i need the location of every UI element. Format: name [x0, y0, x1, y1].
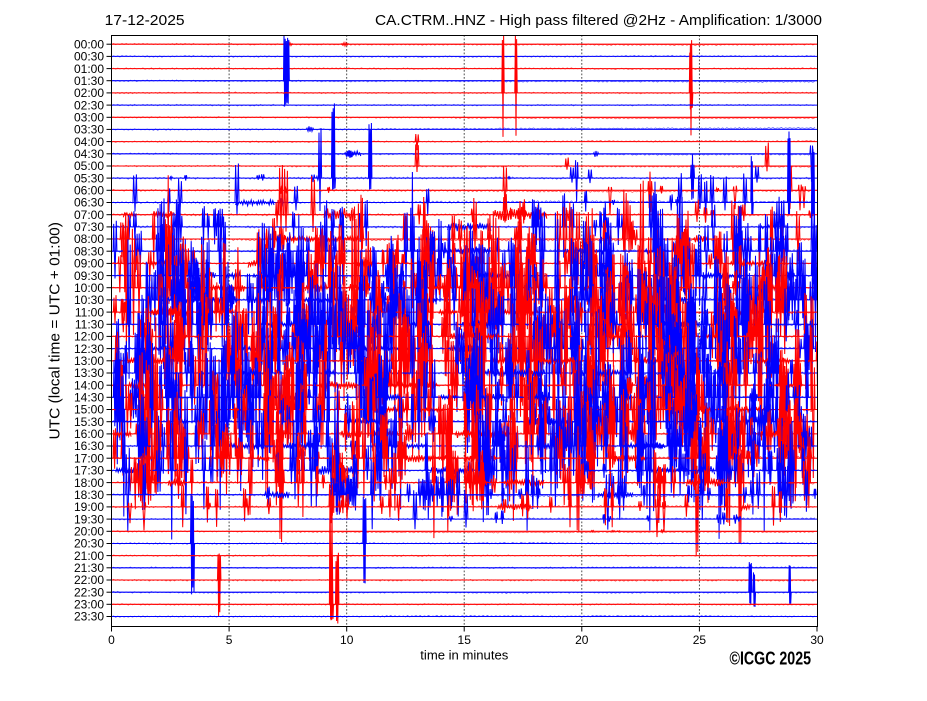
svg-text:©ICGC 2025: ©ICGC 2025	[730, 649, 812, 669]
svg-text:02:30: 02:30	[74, 98, 104, 112]
svg-text:22:30: 22:30	[74, 585, 104, 599]
svg-text:11:30: 11:30	[75, 318, 104, 332]
svg-text:16:00: 16:00	[74, 427, 104, 441]
svg-text:01:00: 01:00	[74, 62, 104, 76]
svg-text:05:00: 05:00	[74, 159, 104, 173]
svg-text:13:00: 13:00	[74, 354, 104, 368]
svg-text:20:00: 20:00	[74, 525, 104, 539]
svg-text:11:00: 11:00	[75, 305, 104, 319]
svg-text:17:00: 17:00	[74, 451, 104, 465]
svg-text:14:00: 14:00	[74, 378, 104, 392]
svg-text:06:30: 06:30	[74, 196, 104, 210]
svg-text:12:30: 12:30	[74, 342, 104, 356]
svg-text:23:30: 23:30	[74, 610, 104, 624]
svg-text:00:00: 00:00	[74, 37, 104, 51]
svg-text:13:30: 13:30	[74, 366, 104, 380]
svg-text:16:30: 16:30	[74, 439, 104, 453]
svg-text:03:30: 03:30	[74, 123, 104, 137]
svg-text:04:00: 04:00	[74, 135, 104, 149]
svg-text:18:30: 18:30	[74, 488, 104, 502]
svg-text:22:00: 22:00	[74, 573, 104, 587]
svg-text:15:00: 15:00	[74, 403, 104, 417]
svg-text:02:00: 02:00	[74, 86, 104, 100]
svg-text:14:30: 14:30	[74, 391, 104, 405]
svg-text:UTC (local time = UTC + 01:00): UTC (local time = UTC + 01:00)	[48, 222, 64, 440]
svg-text:21:30: 21:30	[74, 561, 104, 575]
svg-text:19:30: 19:30	[74, 512, 104, 526]
svg-text:10: 10	[340, 633, 354, 647]
svg-text:18:00: 18:00	[74, 476, 104, 490]
svg-text:23:00: 23:00	[74, 598, 104, 612]
svg-text:08:30: 08:30	[74, 244, 104, 258]
svg-text:5: 5	[226, 633, 233, 647]
svg-text:04:30: 04:30	[74, 147, 104, 161]
svg-text:09:00: 09:00	[74, 257, 104, 271]
svg-text:19:00: 19:00	[74, 500, 104, 514]
svg-text:03:00: 03:00	[74, 111, 104, 125]
svg-text:08:00: 08:00	[74, 232, 104, 246]
svg-text:20: 20	[575, 633, 589, 647]
svg-text:20:30: 20:30	[74, 537, 104, 551]
svg-text:12:00: 12:00	[74, 330, 104, 344]
svg-text:10:00: 10:00	[74, 281, 104, 295]
svg-text:17:30: 17:30	[74, 464, 104, 478]
svg-text:17-12-2025: 17-12-2025	[105, 13, 185, 29]
svg-text:06:00: 06:00	[74, 184, 104, 198]
svg-text:0: 0	[108, 633, 115, 647]
svg-text:00:30: 00:30	[74, 50, 104, 64]
svg-text:21:00: 21:00	[74, 549, 104, 563]
svg-text:CA.CTRM..HNZ - High pass filte: CA.CTRM..HNZ - High pass filtered @2Hz -…	[375, 13, 822, 29]
svg-text:09:30: 09:30	[74, 269, 104, 283]
svg-text:07:00: 07:00	[74, 208, 104, 222]
svg-text:07:30: 07:30	[74, 220, 104, 234]
svg-text:15: 15	[458, 633, 472, 647]
svg-text:10:30: 10:30	[74, 293, 104, 307]
svg-text:time in minutes: time in minutes	[420, 648, 509, 663]
svg-text:05:30: 05:30	[74, 171, 104, 185]
svg-text:30: 30	[810, 633, 824, 647]
svg-text:25: 25	[693, 633, 707, 647]
svg-text:15:30: 15:30	[74, 415, 104, 429]
svg-text:01:30: 01:30	[74, 74, 104, 88]
